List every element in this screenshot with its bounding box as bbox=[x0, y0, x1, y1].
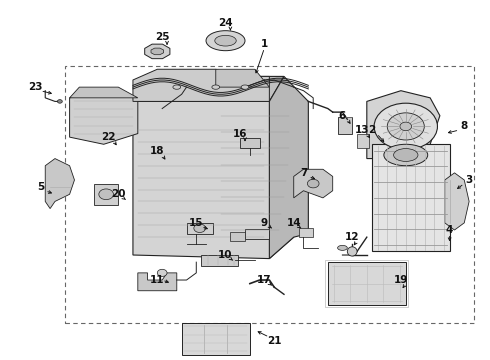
Ellipse shape bbox=[241, 85, 249, 89]
Text: 1: 1 bbox=[261, 39, 268, 49]
Bar bbox=[328, 262, 406, 305]
Text: 13: 13 bbox=[355, 125, 369, 135]
Text: 10: 10 bbox=[218, 250, 233, 260]
Polygon shape bbox=[151, 48, 164, 55]
Text: 4: 4 bbox=[446, 225, 453, 235]
Text: 9: 9 bbox=[261, 218, 268, 228]
Bar bbox=[325, 260, 408, 307]
Polygon shape bbox=[70, 87, 138, 98]
Ellipse shape bbox=[307, 179, 319, 188]
Text: 12: 12 bbox=[345, 232, 360, 242]
Text: 20: 20 bbox=[111, 189, 125, 199]
Polygon shape bbox=[138, 273, 177, 291]
Text: 14: 14 bbox=[287, 218, 301, 228]
Ellipse shape bbox=[338, 246, 347, 250]
Polygon shape bbox=[70, 91, 138, 144]
Text: 15: 15 bbox=[189, 218, 203, 228]
Text: 8: 8 bbox=[461, 121, 468, 131]
Text: 5: 5 bbox=[37, 182, 44, 192]
Ellipse shape bbox=[374, 103, 438, 150]
Ellipse shape bbox=[212, 85, 220, 89]
Bar bbox=[182, 323, 250, 355]
Bar bbox=[298, 228, 313, 237]
Text: 11: 11 bbox=[150, 275, 165, 285]
Text: 7: 7 bbox=[300, 168, 307, 178]
Text: 23: 23 bbox=[28, 82, 43, 92]
Text: 21: 21 bbox=[267, 336, 281, 346]
Ellipse shape bbox=[387, 113, 424, 140]
Text: 24: 24 bbox=[218, 18, 233, 28]
Ellipse shape bbox=[206, 31, 245, 51]
Ellipse shape bbox=[393, 149, 418, 161]
Polygon shape bbox=[367, 91, 440, 158]
Bar bbox=[357, 134, 369, 148]
Ellipse shape bbox=[384, 144, 428, 166]
Text: 2: 2 bbox=[368, 125, 375, 135]
Polygon shape bbox=[45, 158, 74, 208]
Text: 25: 25 bbox=[155, 32, 170, 42]
Bar bbox=[230, 232, 245, 241]
Polygon shape bbox=[445, 173, 469, 230]
Bar bbox=[245, 229, 270, 239]
Text: 6: 6 bbox=[339, 111, 346, 121]
Bar bbox=[338, 117, 352, 134]
Text: 18: 18 bbox=[150, 147, 165, 157]
Bar bbox=[372, 144, 450, 251]
Ellipse shape bbox=[400, 122, 412, 131]
Text: 16: 16 bbox=[233, 129, 247, 139]
Polygon shape bbox=[270, 76, 308, 258]
Bar bbox=[187, 223, 213, 234]
Polygon shape bbox=[145, 44, 170, 59]
Text: 19: 19 bbox=[394, 275, 408, 285]
Bar bbox=[65, 66, 474, 323]
Ellipse shape bbox=[57, 100, 62, 103]
Polygon shape bbox=[216, 69, 270, 87]
Ellipse shape bbox=[215, 35, 236, 46]
Ellipse shape bbox=[194, 224, 205, 233]
Text: 22: 22 bbox=[101, 132, 116, 142]
Ellipse shape bbox=[173, 85, 181, 89]
Ellipse shape bbox=[157, 269, 167, 276]
Ellipse shape bbox=[99, 189, 114, 200]
Bar bbox=[201, 255, 238, 266]
Text: 3: 3 bbox=[466, 175, 473, 185]
Polygon shape bbox=[133, 76, 284, 102]
Ellipse shape bbox=[347, 247, 357, 256]
Bar bbox=[94, 184, 118, 205]
Polygon shape bbox=[294, 169, 333, 198]
Text: 17: 17 bbox=[257, 275, 272, 285]
Bar bbox=[240, 138, 260, 148]
Polygon shape bbox=[133, 69, 270, 102]
Polygon shape bbox=[133, 102, 294, 258]
